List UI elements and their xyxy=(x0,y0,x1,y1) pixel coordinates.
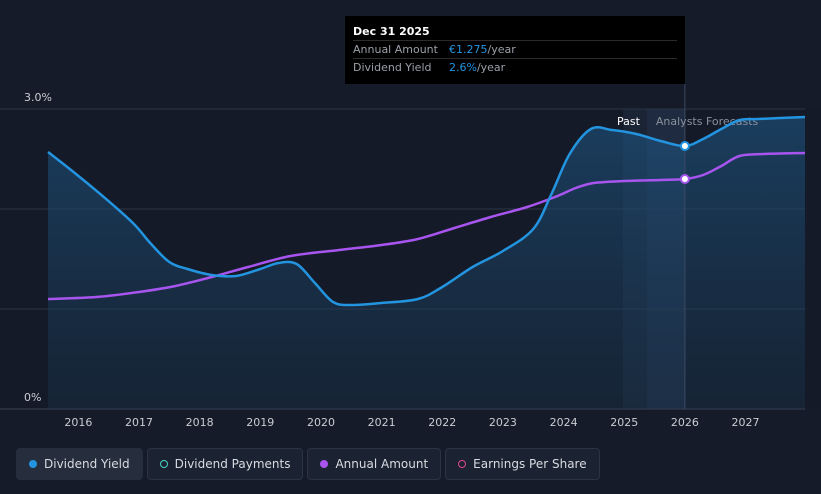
x-tick-label: 2017 xyxy=(125,416,153,429)
chart-legend: Dividend Yield Dividend Payments Annual … xyxy=(16,448,600,480)
x-tick-label: 2020 xyxy=(307,416,335,429)
past-label: Past xyxy=(617,115,641,128)
legend-earnings-per-share[interactable]: Earnings Per Share xyxy=(445,448,600,480)
legend-dividend-yield[interactable]: Dividend Yield xyxy=(16,448,143,480)
legend-annual-amount[interactable]: Annual Amount xyxy=(307,448,442,480)
chart-tooltip: Dec 31 2025 Annual Amount €1.275 /year D… xyxy=(345,16,685,84)
x-tick-label: 2023 xyxy=(489,416,517,429)
x-tick-label: 2016 xyxy=(64,416,92,429)
x-tick-label: 2021 xyxy=(368,416,396,429)
tooltip-label: Dividend Yield xyxy=(353,61,432,74)
legend-label: Earnings Per Share xyxy=(473,457,587,471)
dividend-yield-marker xyxy=(679,141,690,151)
y-tick-label: 3.0% xyxy=(24,91,52,104)
tooltip-row-dividend-yield: Dividend Yield 2.6% /year xyxy=(353,58,677,76)
legend-dividend-payments[interactable]: Dividend Payments xyxy=(146,448,304,480)
tooltip-value: €1.275 xyxy=(449,43,488,56)
x-tick-label: 2024 xyxy=(550,416,578,429)
tooltip-suffix: /year xyxy=(487,43,516,56)
chart-canvas: 3.0% 0% 2016 2017 2018 2019 2020 2021 2022 2023 20… xyxy=(0,84,806,429)
tooltip-value: 2.6% xyxy=(449,61,477,74)
tooltip-suffix: /year xyxy=(476,61,506,74)
tooltip-row-annual-amount: Annual Amount €1.275 /year xyxy=(353,40,677,58)
x-tick-label: 2025 xyxy=(610,416,638,429)
tooltip-label: Annual Amount xyxy=(353,43,438,56)
legend-dot-icon xyxy=(320,460,329,468)
x-tick-label: 2019 xyxy=(246,416,274,429)
x-tick-label: 2026 xyxy=(671,416,699,429)
x-tick-label: 2018 xyxy=(186,416,214,429)
dividend-yield-line xyxy=(47,115,806,307)
x-tick-label: 2027 xyxy=(732,416,760,429)
legend-label: Annual Amount xyxy=(335,457,429,471)
legend-dot-icon xyxy=(159,460,168,468)
legend-label: Dividend Yield xyxy=(44,457,130,471)
tooltip-date: Dec 31 2025 xyxy=(353,25,430,38)
x-tick-label: 2022 xyxy=(428,416,456,429)
forecast-label: Analysts Forecasts xyxy=(656,115,759,128)
dividend-yield-area xyxy=(48,117,805,409)
annual-amount-line xyxy=(47,151,806,301)
annual-amount-marker xyxy=(679,174,690,184)
legend-dot-icon xyxy=(29,460,37,468)
legend-label: Dividend Payments xyxy=(174,457,291,471)
y-tick-label: 0% xyxy=(24,391,41,404)
legend-dot-icon xyxy=(458,460,467,468)
